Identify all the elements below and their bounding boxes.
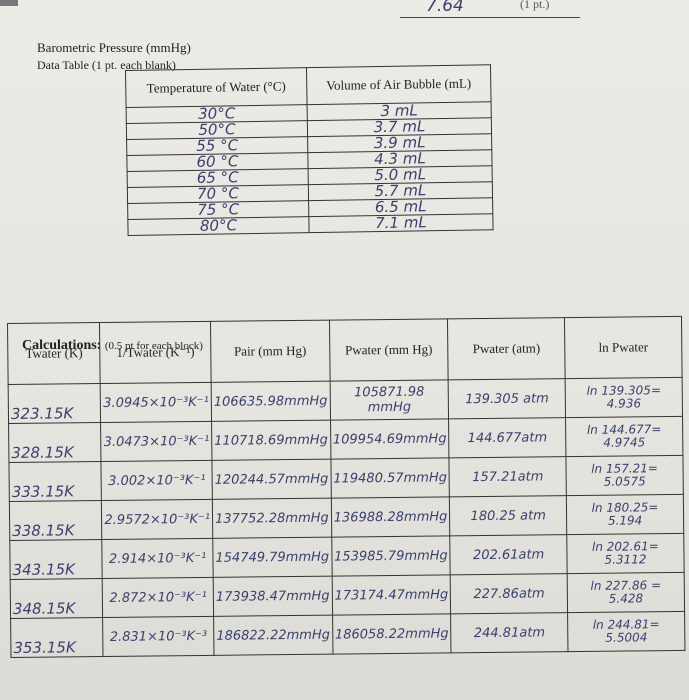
p-water-mmhg-cell: 109954.69mmHg: [330, 418, 450, 460]
calculations-note: (0.5 pt for each block): [104, 340, 203, 352]
p-water-atm-cell: 227.86atm: [450, 573, 568, 614]
ln-value: 5.194: [607, 513, 643, 528]
ln-value: 5.5004: [605, 630, 648, 645]
answer-line: [400, 17, 580, 18]
t-water-cell: 353.15K: [10, 617, 104, 658]
p-air-cell: 106635.98mmHg: [211, 381, 331, 422]
p-water-atm-cell: 157.21atm: [449, 456, 567, 497]
p-water-atm-cell: 139.305 atm: [448, 378, 566, 419]
t-water-cell: 328.15K: [8, 422, 102, 463]
data-table-header-row: Temperature of Water (°C) Volume of Air …: [125, 64, 492, 108]
p-water-mmhg-cell: 119480.57mmHg: [330, 457, 450, 499]
calculations-heading: Calculations: (0.5 pt for each block): [22, 338, 203, 354]
t-water-cell: 343.15K: [9, 539, 103, 580]
header-p-water-mmhg: Pwater (mm Hg): [329, 318, 449, 382]
p-air-cell: 154749.79mmHg: [212, 537, 332, 578]
calculations-body: 323.15K 3.0945×10⁻³K⁻¹ 106635.98mmHg 105871…: [8, 377, 685, 658]
p-water-atm-cell: 180.25 atm: [449, 495, 567, 536]
ln-value: 4.9745: [603, 435, 646, 450]
p-water-mmhg-cell: 186058.22mmHg: [332, 613, 452, 655]
inverse-t-cell: 3.0473×10⁻³K⁻¹: [100, 421, 212, 462]
inverse-t-cell: 2.831×10⁻³K⁻³: [102, 616, 214, 657]
p-water-atm-cell: 244.81atm: [450, 612, 568, 653]
t-water-cell: 348.15K: [10, 578, 103, 619]
calculations-table: Twater (K) 1/Twater (K⁻¹) Pair (mm Hg) P…: [7, 316, 685, 658]
header-p-air: Pair (mm Hg): [210, 320, 330, 383]
table-row: 353.15K 2.831×10⁻³K⁻³ 186822.22mmHg 186058.…: [10, 611, 685, 658]
points-label: (1 pt.): [520, 0, 550, 11]
p-water-mmhg-cell: 105871.98 mmHg: [329, 379, 449, 421]
temperature-cell: 80°C: [127, 216, 310, 236]
inverse-t-cell: 3.0945×10⁻³K⁻¹: [100, 382, 212, 423]
section-title: Barometric Pressure (mmHg): [37, 40, 191, 55]
p-air-cell: 120244.57mmHg: [211, 459, 332, 500]
ln-p-water-cell: ln 244.81= 5.5004: [567, 611, 685, 652]
ln-p-water-cell: ln 202.61= 5.3112: [566, 533, 685, 574]
ln-p-water-cell: ln 144.677= 4.9745: [565, 416, 683, 457]
inverse-t-cell: 2.872×10⁻³K⁻¹: [102, 577, 214, 618]
t-water-cell: 323.15K: [8, 383, 101, 424]
header-p-water-atm: Pwater (atm): [447, 317, 566, 380]
t-water-cell: 338.15K: [9, 500, 103, 541]
ln-value: 4.936: [606, 396, 642, 411]
ln-value: 5.3112: [604, 552, 647, 567]
ln-value: 5.428: [608, 591, 644, 606]
p-air-cell: 110718.69mmHg: [211, 420, 331, 461]
ln-p-water-cell: ln 180.25= 5.194: [566, 494, 684, 535]
inverse-t-cell: 2.9572×10⁻³K⁻¹: [101, 499, 213, 540]
ln-value: 5.0575: [603, 474, 646, 489]
p-air-cell: 137752.28mmHg: [212, 498, 332, 539]
p-air-cell: 173938.47mmHg: [213, 576, 333, 617]
table-caption: Data Table (1 pt. each blank): [37, 58, 176, 72]
p-water-mmhg-cell: 173174.47mmHg: [331, 574, 451, 616]
t-water-cell: 333.15K: [8, 461, 102, 502]
p-air-cell: 186822.22mmHg: [213, 615, 333, 656]
p-water-mmhg-cell: 153985.79mmHg: [331, 535, 451, 577]
ln-p-water-cell: ln 227.86 = 5.428: [567, 572, 685, 613]
p-water-mmhg-cell: 136988.28mmHg: [331, 496, 451, 538]
header-volume: Volume of Air Bubble (mL): [306, 64, 492, 105]
calculations-title: Calculations:: [22, 338, 102, 353]
header-ln-p-water: ln Pwater: [564, 316, 683, 379]
page-corner-mark: [0, 0, 18, 6]
inverse-t-cell: 3.002×10⁻³K⁻¹: [101, 460, 213, 501]
header-temperature: Temperature of Water (°C): [125, 67, 308, 108]
data-table: Temperature of Water (°C) Volume of Air …: [125, 64, 494, 236]
volume-cell: 7.1 mL: [308, 213, 494, 233]
p-water-atm-cell: 144.677atm: [448, 417, 566, 458]
p-water-atm-cell: 202.61atm: [450, 534, 568, 575]
ln-p-water-cell: ln 157.21= 5.0575: [565, 455, 684, 496]
ln-p-water-cell: ln 139.305= 4.936: [565, 377, 683, 418]
handwritten-score: 7.64: [426, 0, 464, 16]
inverse-t-cell: 2.914×10⁻³K⁻¹: [102, 538, 214, 579]
